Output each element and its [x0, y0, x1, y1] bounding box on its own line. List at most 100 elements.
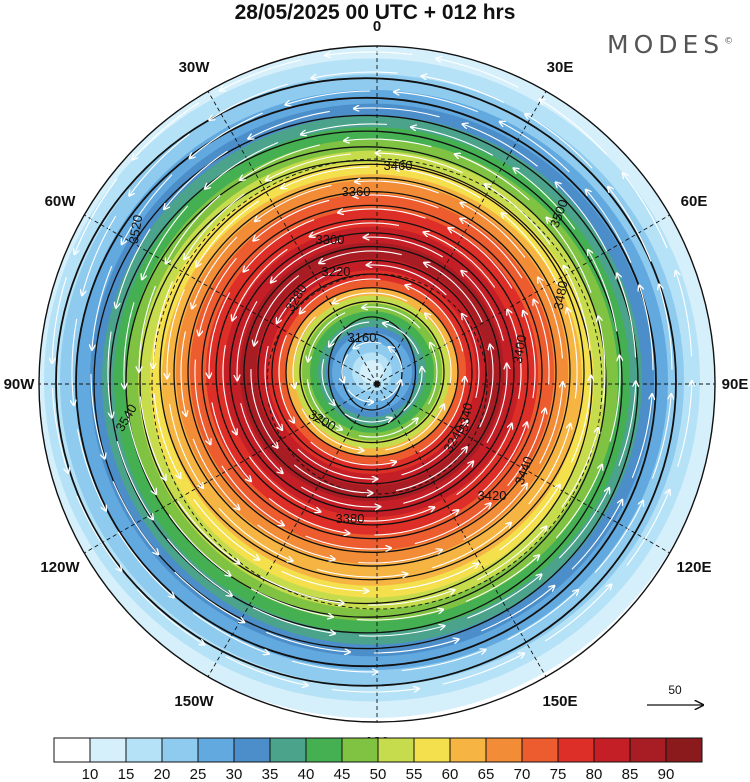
streamline	[192, 236, 238, 308]
contour-label: 3520	[126, 214, 146, 245]
streamline	[362, 307, 421, 329]
streamline	[107, 331, 112, 418]
streamline	[265, 631, 350, 652]
colorbar-tick-label: 55	[406, 766, 423, 782]
streamline	[281, 166, 370, 188]
streamline	[359, 626, 444, 637]
longitude-label: 90E	[722, 376, 749, 393]
colorbar-swatch	[89, 737, 127, 763]
meridian-line	[207, 383, 378, 677]
streamline	[338, 209, 426, 219]
streamline	[153, 281, 174, 369]
height-contour	[55, 77, 677, 687]
streamline	[252, 607, 335, 634]
wind-streamlines	[52, 52, 692, 692]
streamline	[52, 277, 67, 363]
longitude-label: 120W	[40, 559, 80, 576]
streamline	[285, 90, 371, 105]
colorbar-tick-label: 40	[298, 766, 315, 782]
streamline	[481, 586, 554, 632]
colorbar-swatch	[485, 737, 523, 763]
colorbar-tick-label: 50	[370, 766, 387, 782]
streamline	[394, 92, 479, 113]
streamline	[467, 575, 541, 619]
streamline	[395, 447, 467, 492]
streamline	[534, 300, 550, 385]
streamline	[347, 389, 373, 402]
latitude-circle	[266, 273, 488, 495]
height-contour	[271, 273, 473, 471]
streamline	[389, 347, 403, 373]
streamline	[357, 610, 443, 621]
streamline	[305, 535, 391, 549]
meridian-line	[84, 383, 378, 554]
streamline	[403, 367, 422, 412]
height-contour	[187, 191, 557, 553]
streamline	[539, 382, 563, 464]
streamline	[403, 462, 473, 504]
streamline	[476, 527, 546, 581]
wind-speed-band	[360, 360, 384, 384]
height-contour	[201, 204, 543, 540]
colorbar: 10 15 20 25 30 35 40 45 50 55 60 65 70 75 80 85 90	[53, 737, 703, 782]
contour-label: 3300	[316, 232, 345, 247]
colorbar-tick-label: 60	[442, 766, 459, 782]
colorbar-swatch	[557, 737, 595, 763]
streamline	[507, 590, 578, 641]
streamline	[194, 359, 210, 445]
streamline	[462, 314, 480, 399]
brand-logo: MODES©	[607, 30, 734, 59]
colorbar-swatch	[197, 737, 235, 763]
streamline	[353, 195, 439, 209]
streamline	[126, 412, 156, 494]
height-contour	[139, 159, 593, 605]
streamline	[405, 285, 464, 352]
streamline	[478, 422, 528, 496]
streamline	[428, 343, 438, 405]
streamline	[547, 218, 592, 293]
streamline	[465, 555, 539, 603]
streamline	[393, 564, 478, 591]
colorbar-swatch	[593, 737, 631, 763]
streamline	[594, 501, 643, 573]
map-frame	[38, 45, 716, 723]
colorbar-swatch	[305, 737, 343, 763]
height-contour	[215, 218, 529, 526]
streamline	[116, 441, 153, 519]
streamline	[344, 413, 392, 422]
streamline	[266, 153, 351, 180]
longitude-label: 120E	[676, 559, 711, 576]
streamline	[432, 523, 511, 569]
streamline	[225, 656, 308, 686]
colorbar-swatch	[629, 737, 667, 763]
contour-label: 3380	[336, 511, 365, 526]
colorbar-swatch	[125, 737, 163, 763]
streamline	[310, 441, 396, 465]
colorbar-tick-label: 75	[550, 766, 567, 782]
streamline	[167, 289, 185, 378]
streamline	[460, 219, 523, 279]
streamline	[248, 110, 330, 138]
streamline	[333, 292, 408, 303]
height-contour	[243, 245, 501, 499]
streamline	[268, 497, 349, 533]
streamline	[425, 314, 452, 384]
height-contour	[173, 177, 571, 567]
streamline	[184, 193, 245, 259]
longitude-label: 150W	[174, 693, 214, 710]
streamline	[419, 377, 465, 453]
streamline	[354, 108, 440, 118]
contour-label: 3480	[551, 280, 571, 311]
streamline	[250, 588, 333, 617]
height-contour	[327, 316, 417, 428]
streamline	[631, 394, 652, 479]
streamline	[564, 266, 591, 351]
streamline	[528, 424, 571, 505]
streamline	[291, 660, 378, 672]
streamline	[561, 428, 599, 508]
streamline	[479, 345, 493, 428]
streamline	[442, 654, 524, 685]
streamline	[192, 612, 269, 654]
contour-label: 3220	[322, 264, 351, 279]
streamline	[331, 689, 419, 692]
